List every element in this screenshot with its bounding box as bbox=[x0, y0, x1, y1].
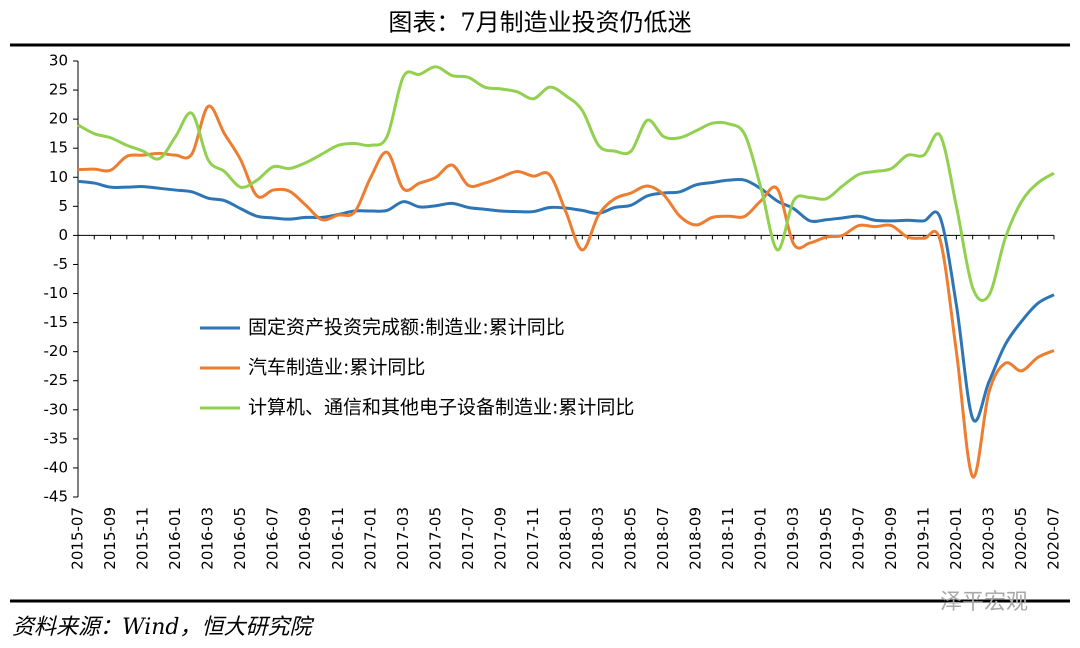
x-tick-label: 2020-07 bbox=[1045, 507, 1063, 570]
x-tick-label: 2019-09 bbox=[882, 507, 900, 570]
x-tick-label: 2017-05 bbox=[426, 507, 444, 570]
x-tick-label: 2016-07 bbox=[264, 507, 282, 570]
x-tick-label: 2020-03 bbox=[979, 507, 997, 570]
x-tick-label: 2015-11 bbox=[134, 507, 152, 570]
y-tick-label: -20 bbox=[44, 342, 69, 360]
y-tick-label: 15 bbox=[49, 139, 68, 157]
y-tick-label: 0 bbox=[58, 226, 68, 244]
x-tick-label: 2017-01 bbox=[361, 507, 379, 570]
y-tick-label: -45 bbox=[44, 488, 69, 506]
x-tick-label: 2017-11 bbox=[524, 507, 542, 570]
watermark: 泽平宏观 bbox=[940, 590, 1028, 615]
source: 资料来源：Wind，恒大研究院 bbox=[12, 615, 315, 640]
x-tick-label: 2016-01 bbox=[166, 507, 184, 570]
legend-label: 计算机、通信和其他电子设备制造业:累计同比 bbox=[248, 397, 634, 419]
y-tick-label: 10 bbox=[49, 168, 68, 186]
y-tick-label: -5 bbox=[53, 255, 68, 273]
y-tick-label: -15 bbox=[44, 313, 69, 331]
y-tick-label: 30 bbox=[49, 52, 68, 70]
y-tick-label: 25 bbox=[49, 81, 68, 99]
y-tick-label: 20 bbox=[49, 110, 68, 128]
x-tick-label: 2019-01 bbox=[752, 507, 770, 570]
x-tick-label: 2017-09 bbox=[491, 507, 509, 570]
x-tick-label: 2017-07 bbox=[459, 507, 477, 570]
y-tick-label: -35 bbox=[44, 429, 69, 447]
x-tick-label: 2016-05 bbox=[231, 507, 249, 570]
x-tick-label: 2018-05 bbox=[622, 507, 640, 570]
legend-label: 固定资产投资完成额:制造业:累计同比 bbox=[248, 317, 565, 339]
y-tick-label: -30 bbox=[44, 400, 69, 418]
series-line bbox=[77, 65, 1055, 302]
x-tick-label: 2018-09 bbox=[687, 507, 705, 570]
x-tick-label: 2019-07 bbox=[849, 507, 867, 570]
x-tick-label: 2019-11 bbox=[914, 507, 932, 570]
y-tick-label: 5 bbox=[58, 197, 68, 215]
series-line bbox=[77, 104, 1055, 479]
x-tick-label: 2018-03 bbox=[589, 507, 607, 570]
x-tick-label: 2018-01 bbox=[557, 507, 575, 570]
x-tick-label: 2020-05 bbox=[1012, 507, 1030, 570]
y-tick-label: -10 bbox=[44, 284, 69, 302]
y-tick-label: -40 bbox=[44, 458, 69, 476]
x-tick-label: 2020-01 bbox=[947, 507, 965, 570]
y-tick-label: -25 bbox=[44, 371, 69, 389]
series-line bbox=[77, 177, 1055, 423]
x-tick-label: 2016-11 bbox=[329, 507, 347, 570]
x-tick-label: 2015-09 bbox=[101, 507, 119, 570]
x-tick-label: 2018-11 bbox=[719, 507, 737, 570]
chart-title: 图表：7月制造业投资仍低迷 bbox=[388, 9, 691, 37]
x-tick-label: 2015-07 bbox=[69, 507, 87, 570]
x-tick-label: 2019-05 bbox=[817, 507, 835, 570]
x-tick-label: 2016-09 bbox=[296, 507, 314, 570]
x-tick-label: 2017-03 bbox=[394, 507, 412, 570]
x-tick-label: 2016-03 bbox=[199, 507, 217, 570]
x-tick-label: 2019-03 bbox=[784, 507, 802, 570]
legend-label: 汽车制造业:累计同比 bbox=[248, 357, 425, 379]
x-tick-label: 2018-07 bbox=[654, 507, 672, 570]
